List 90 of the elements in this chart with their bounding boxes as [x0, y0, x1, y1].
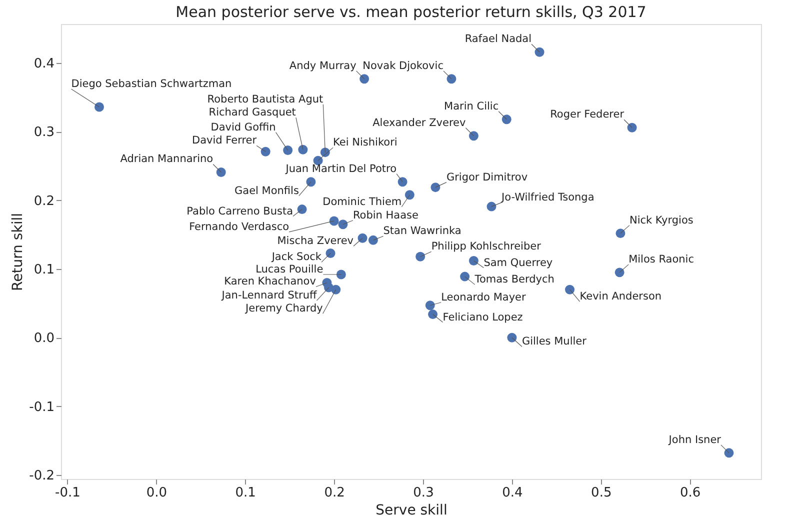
annotation: Stan Wawrinka	[383, 225, 462, 238]
point	[358, 233, 368, 243]
annotation: Fernando Verdasco	[189, 220, 290, 233]
chart-title: Mean posterior serve vs. mean posterior return skills, Q3 2017	[176, 3, 646, 21]
annotation: Sam Querrey	[484, 256, 553, 269]
y-tick-label: -0.2	[29, 468, 54, 484]
annotation: David Ferrer	[192, 134, 258, 147]
annotation: Nick Kyrgios	[629, 214, 694, 226]
annotation: Lucas Pouille	[256, 263, 324, 276]
annotation: Rafael Nadal	[464, 33, 532, 46]
point	[468, 131, 478, 141]
point	[324, 282, 334, 292]
y-tick-label: 0.1	[34, 262, 54, 278]
y-tick-label: 0.4	[34, 56, 54, 72]
annotation: David Goffin	[210, 121, 276, 134]
annotation: Kevin Anderson	[580, 290, 662, 303]
point	[94, 102, 104, 112]
point	[360, 74, 370, 84]
annotation: Milos Raonic	[628, 253, 694, 266]
point	[446, 74, 456, 84]
annotation: Karen Khachanov	[224, 276, 316, 288]
annotation: Roberto Bautista Agut	[207, 93, 324, 106]
annotation: Roger Federer	[550, 108, 625, 121]
annotation: Pablo Carreno Busta	[186, 205, 294, 218]
y-tick-label: 0.3	[34, 125, 54, 140]
y-axis-title: Return skill	[10, 213, 26, 291]
point	[398, 177, 408, 187]
annotation: Alexander Zverev	[372, 116, 466, 129]
annotation: Kei Nishikori	[333, 136, 398, 149]
annotation: Feliciano Lopez	[442, 311, 524, 324]
x-tick-label: 0.4	[502, 486, 523, 500]
point	[404, 190, 414, 200]
annotation: Gilles Muller	[522, 336, 588, 348]
point	[326, 248, 336, 258]
annotation: Robin Haase	[352, 209, 418, 222]
annotation: Richard Gasquet	[208, 106, 296, 119]
annotation: Andy Murray	[289, 60, 356, 72]
x-tick-label: 0.3	[413, 486, 434, 500]
point	[468, 256, 478, 266]
point	[616, 228, 626, 238]
annotation: Tomas Berdych	[474, 274, 554, 286]
point	[368, 235, 378, 245]
point	[534, 47, 544, 57]
point	[306, 177, 316, 187]
annotation: John Isner	[668, 434, 722, 446]
y-tick-label: 0.2	[34, 194, 54, 209]
annotation: Diego Sebastian Schwartzman	[71, 78, 232, 90]
point	[329, 216, 339, 226]
annotation: Dominic Thiem	[322, 196, 402, 208]
point	[298, 144, 308, 154]
x-tick-label: 0.0	[146, 486, 168, 500]
point	[460, 272, 470, 282]
annotation: Jeremy Chardy	[244, 302, 323, 315]
y-tick-label: 0.0	[34, 331, 54, 346]
point	[338, 220, 348, 230]
point	[428, 310, 438, 320]
y-tick-label: -0.1	[29, 400, 54, 415]
point	[627, 122, 637, 132]
point	[507, 332, 517, 342]
point	[297, 204, 307, 214]
annotation: Novak Djokovic	[362, 60, 444, 72]
annotation: Jo-Wilfried Tsonga	[500, 192, 594, 204]
annotation: Jack Sock	[270, 251, 322, 264]
x-tick-label: 0.2	[324, 486, 345, 500]
annotation: Mischa Zverev	[277, 235, 354, 248]
point	[614, 268, 624, 278]
annotation: Philipp Kohlschreiber	[431, 240, 542, 253]
x-tick-label: 0.5	[591, 486, 612, 500]
point	[565, 284, 575, 294]
annotation: Leonardo Mayer	[441, 291, 526, 304]
x-tick-label: 0.6	[680, 486, 701, 500]
annotation: Jan-Lennard Struff	[220, 290, 318, 302]
annotation: Juan Martin Del Potro	[284, 162, 397, 175]
point	[336, 270, 346, 280]
point	[416, 252, 426, 262]
point	[502, 114, 512, 124]
annotation: Marin Cilic	[444, 100, 499, 112]
point	[425, 300, 435, 310]
point	[283, 146, 293, 156]
x-tick-label: 0.1	[235, 486, 256, 500]
point	[216, 168, 226, 177]
annotation: Grigor Dimitrov	[446, 171, 528, 184]
point	[486, 202, 496, 212]
point	[260, 146, 270, 156]
x-tick-label: -0.1	[55, 486, 80, 500]
annotation: Adrian Mannarino	[120, 153, 214, 166]
point	[430, 182, 440, 192]
point	[724, 448, 734, 458]
annotation: Gael Monfils	[234, 184, 299, 197]
x-axis-title: Serve skill	[376, 502, 448, 518]
